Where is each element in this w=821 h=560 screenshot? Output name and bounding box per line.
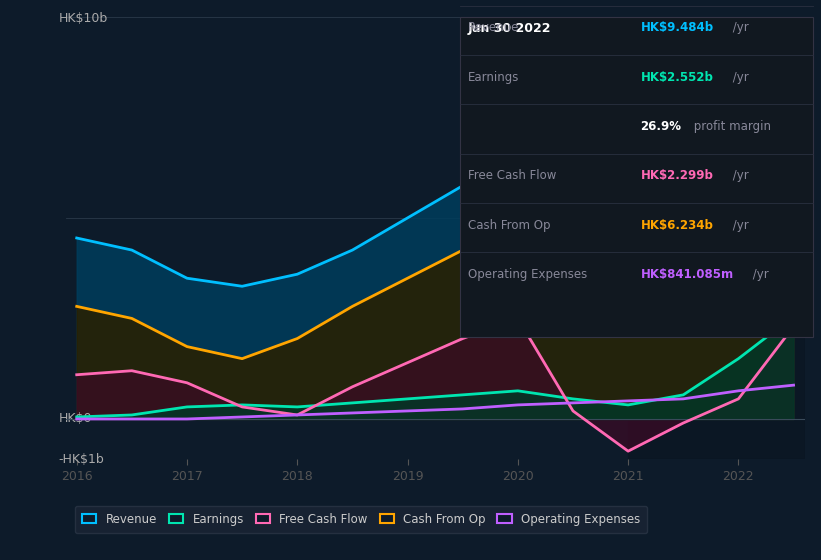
Text: Earnings: Earnings — [468, 71, 520, 83]
Text: /yr: /yr — [729, 218, 749, 231]
Text: 26.9%: 26.9% — [640, 120, 681, 133]
Text: HK$9.484b: HK$9.484b — [640, 21, 713, 34]
Text: /yr: /yr — [729, 169, 749, 182]
Bar — [628, 17, 805, 459]
Text: -HK$1b: -HK$1b — [58, 452, 104, 466]
Text: HK$0: HK$0 — [58, 413, 92, 426]
Text: /yr: /yr — [729, 71, 749, 83]
Text: Jun 30 2022: Jun 30 2022 — [468, 22, 552, 35]
Text: Free Cash Flow: Free Cash Flow — [468, 169, 557, 182]
Text: profit margin: profit margin — [690, 120, 771, 133]
Text: /yr: /yr — [749, 268, 768, 281]
Text: HK$841.085m: HK$841.085m — [640, 268, 733, 281]
Text: HK$2.299b: HK$2.299b — [640, 169, 713, 182]
Text: Revenue: Revenue — [468, 21, 520, 34]
Text: Operating Expenses: Operating Expenses — [468, 268, 587, 281]
Text: HK$6.234b: HK$6.234b — [640, 218, 713, 231]
Text: Cash From Op: Cash From Op — [468, 218, 550, 231]
Legend: Revenue, Earnings, Free Cash Flow, Cash From Op, Operating Expenses: Revenue, Earnings, Free Cash Flow, Cash … — [75, 506, 648, 533]
Text: HK$2.552b: HK$2.552b — [640, 71, 713, 83]
Text: HK$10b: HK$10b — [58, 12, 108, 25]
Text: /yr: /yr — [729, 21, 749, 34]
